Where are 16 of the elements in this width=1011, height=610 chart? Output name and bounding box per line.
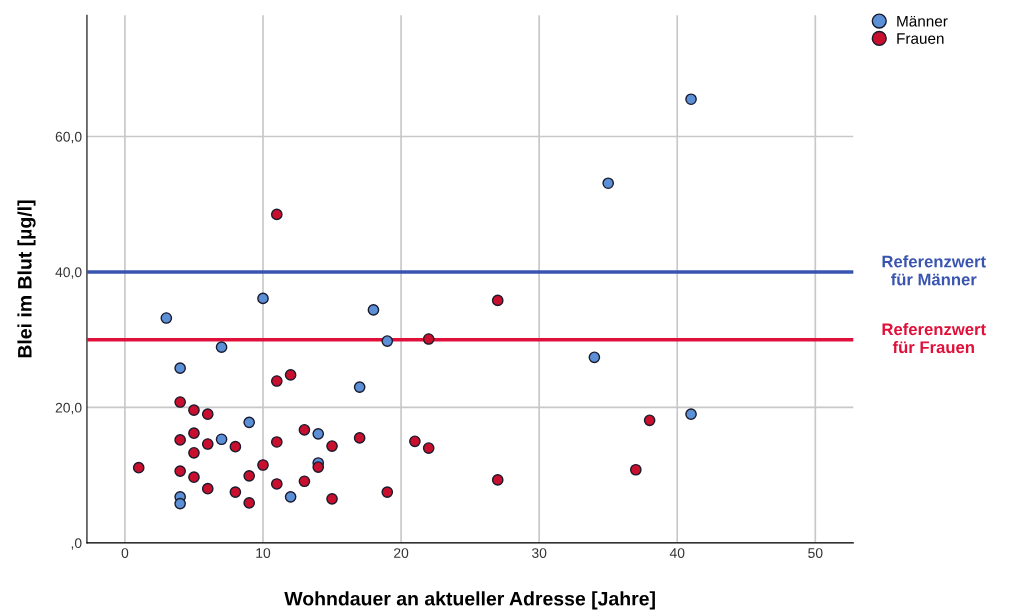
- x-tick-label: 10: [256, 548, 271, 558]
- legend-label: Männer: [897, 15, 948, 27]
- y-axis-title: Blei im Blut [µg/l]: [17, 200, 36, 358]
- x-tick-label: 0: [121, 548, 129, 558]
- x-axis-title: Wohndauer an aktueller Adresse [Jahre]: [284, 591, 655, 610]
- legend-label: Frauen: [897, 33, 944, 44]
- x-tick-label: 50: [808, 548, 823, 558]
- x-tick-label: 40: [669, 548, 685, 558]
- y-tick-label: 60,0: [55, 131, 82, 144]
- x-tick-label: 20: [394, 548, 409, 558]
- y-tick-label: 20,0: [55, 402, 82, 415]
- y-tick-label: ,0: [71, 538, 82, 550]
- y-tick-label: 40,0: [55, 267, 82, 279]
- x-tick-label: 30: [531, 548, 547, 558]
- ref-line-label: Referenzwert für Frauen: [882, 322, 986, 354]
- ref-line-label: Referenzwert für Männer: [882, 255, 986, 286]
